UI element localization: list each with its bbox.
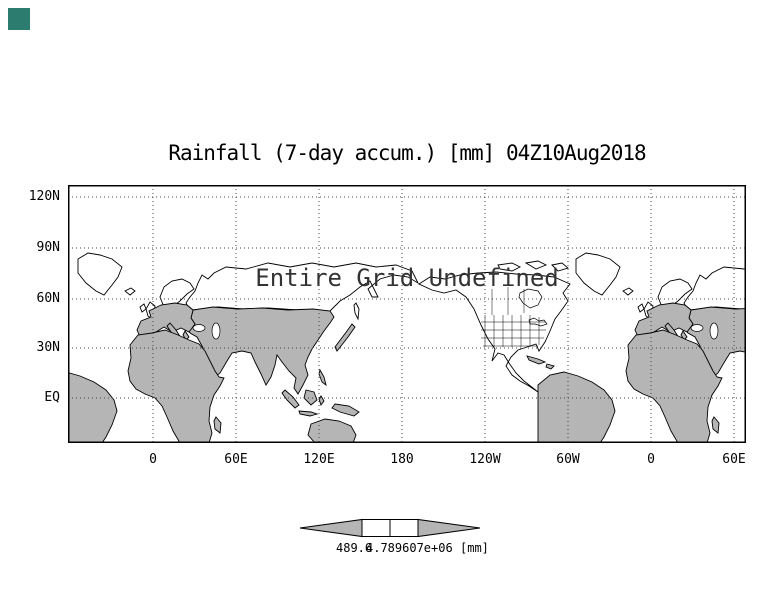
- x-axis-label: 60E: [224, 452, 248, 467]
- colorbar-left-arrow: [299, 518, 363, 538]
- wrapped-map-copy: [537, 252, 784, 444]
- plot-title: Rainfall (7-day accum.) [mm] 04Z10Aug201…: [168, 141, 646, 165]
- x-axis-label: 180: [390, 452, 414, 467]
- y-axis-label: 60N: [36, 291, 60, 306]
- x-axis-label: 60W: [556, 452, 580, 467]
- y-axis-label: EQ: [44, 390, 60, 405]
- colorbar-right-arrow: [417, 518, 481, 538]
- grid-lines: [68, 185, 746, 443]
- desktop-corner-artifact: [8, 8, 30, 30]
- x-axis-label: 60E: [722, 452, 746, 467]
- map-frame: [68, 185, 746, 443]
- us-state-boundaries: [481, 287, 546, 347]
- arctic-islands: [497, 260, 569, 272]
- colorbar-min-label: 489.6: [336, 541, 373, 555]
- y-axis-label: 30N: [36, 340, 60, 355]
- map-plot-area: Entire Grid Undefined: [39, 185, 784, 444]
- x-axis-label: 120E: [303, 452, 335, 467]
- y-axis-label: 120N: [28, 189, 60, 204]
- x-axis-label: 120W: [469, 452, 501, 467]
- grid-undefined-message: Entire Grid Undefined: [255, 264, 558, 292]
- caribbean-islands: [526, 355, 555, 370]
- y-axis-label: 90N: [36, 240, 60, 255]
- world-map: Entire Grid Undefined: [39, 185, 784, 444]
- x-axis-label: 0: [647, 452, 655, 467]
- x-axis-label: 0: [149, 452, 157, 467]
- colorbar-units-label: [mm]: [460, 541, 489, 555]
- colorbar: [299, 518, 481, 538]
- colorbar-max-label: 4.789607e+06: [366, 541, 453, 555]
